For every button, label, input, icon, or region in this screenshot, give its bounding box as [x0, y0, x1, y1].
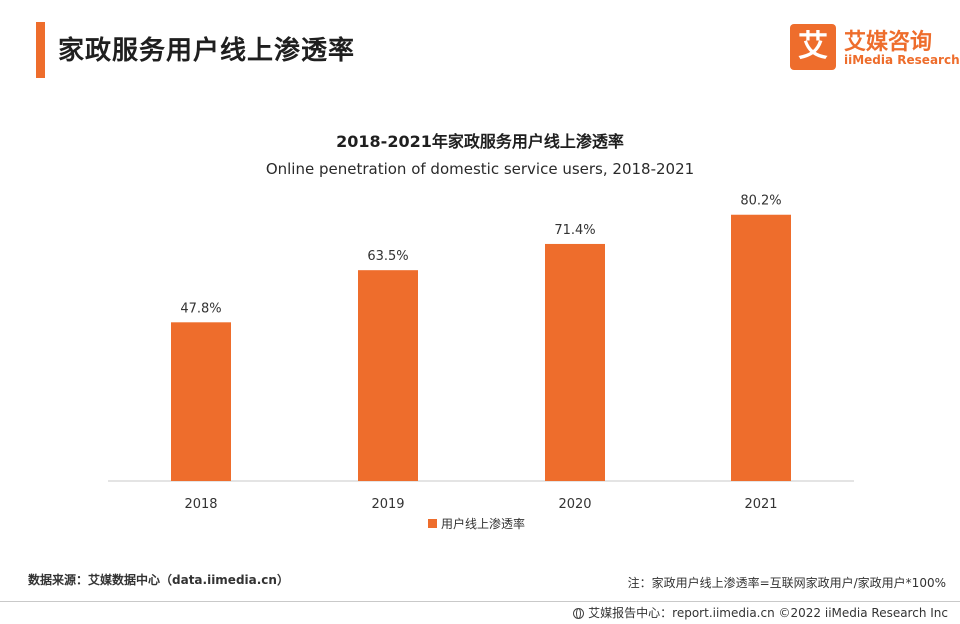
x-tick-label-2018: 2018 — [184, 497, 217, 512]
data-label-2021: 80.2% — [740, 194, 781, 209]
logo-chinese-name: 艾媒咨询 — [844, 30, 933, 55]
chart-title: 2018-2021年家政服务用户线上渗透率 — [336, 132, 624, 151]
bar-2018 — [171, 322, 231, 481]
bar-2019 — [358, 270, 418, 481]
iimedia-logo: 艾 艾媒咨询 iiMedia Research — [790, 22, 960, 74]
chart-subtitle: Online penetration of domestic service u… — [265, 160, 695, 178]
x-tick-label-2021: 2021 — [744, 497, 777, 512]
bar-2020 — [545, 243, 605, 481]
logo-english-name: iiMedia Research — [844, 53, 960, 67]
page-title: 家政服务用户线上渗透率 — [58, 36, 356, 66]
footer-copyright: 艾媒报告中心：report.iimedia.cn ©2022 iiMedia R… — [573, 604, 948, 621]
x-tick-label-2019: 2019 — [371, 497, 404, 512]
footer-divider — [0, 601, 960, 602]
data-label-2018: 47.8% — [180, 301, 221, 316]
title-accent-bar — [36, 22, 45, 78]
x-tick-label-2020: 2020 — [558, 497, 591, 512]
legend-swatch — [428, 519, 437, 528]
bar-2021 — [731, 214, 791, 481]
legend-label: 用户线上渗透率 — [441, 516, 525, 531]
data-label-2020: 71.4% — [554, 223, 595, 238]
globe-icon — [573, 608, 585, 619]
logo-mark: 艾 — [790, 24, 836, 70]
copyright-text: 艾媒报告中心：report.iimedia.cn ©2022 iiMedia R… — [588, 606, 948, 620]
formula-note: 注：家政用户线上渗透率=互联网家政用户/家政用户*100% — [627, 576, 946, 590]
data-label-2019: 63.5% — [367, 249, 408, 264]
data-source: 数据来源：艾媒数据中心（data.iimedia.cn） — [28, 573, 289, 587]
bar-chart: 47.8% 2018 63.5% 2019 71.4% 2020 80.2% 2021 用户线上… — [108, 194, 854, 531]
